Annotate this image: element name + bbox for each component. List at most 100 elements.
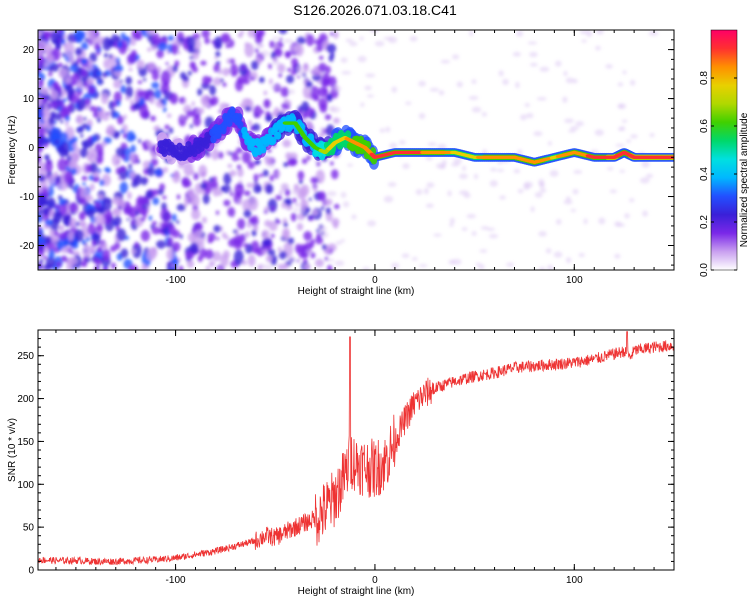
spectrogram-noise-blob <box>89 59 93 65</box>
spectrogram-faint-blob <box>449 222 454 227</box>
spectrogram-noise-blob <box>262 169 269 177</box>
spectrogram-faint-blob <box>345 38 353 43</box>
spectrogram-faint-blob <box>255 43 265 49</box>
spectrogram-noise-blob <box>314 258 324 268</box>
spectrogram-noise-blob <box>263 90 268 96</box>
spectrogram-noise-blob <box>120 248 129 259</box>
spectrogram-noise-blob <box>229 58 235 65</box>
spectrogram-noise-blob <box>81 175 88 181</box>
spectrogram-noise-blob <box>111 262 116 270</box>
spectrogram-noise-blob <box>117 115 124 125</box>
spectrogram-noise-blob <box>39 34 46 42</box>
spectrogram-faint-blob <box>626 139 632 143</box>
spectrogram-faint-blob <box>272 36 280 40</box>
spectrogram-noise-blob <box>320 37 324 43</box>
spectrogram-noise-blob <box>39 111 44 116</box>
spectrogram-ytick-label: 20 <box>23 45 35 56</box>
spectrogram-noise-blob <box>217 191 223 196</box>
spectrogram-noise-blob <box>96 70 102 77</box>
spectrogram-noise-blob <box>222 82 227 87</box>
spectrogram-noise-blob <box>244 106 252 112</box>
spectrogram-noise-blob <box>142 78 147 82</box>
spectrogram-noise-blob <box>38 194 48 207</box>
spectrogram-noise-blob <box>145 190 154 199</box>
spectrogram-faint-blob <box>619 169 626 173</box>
spectrogram-noise-blob <box>142 144 149 151</box>
spectrogram-noise-blob <box>102 36 112 51</box>
spectrogram-faint-blob <box>516 30 524 37</box>
spectrogram-faint-blob <box>563 199 573 205</box>
spectrogram-noise-blob <box>221 232 227 239</box>
spectrogram-noise-blob <box>107 198 113 203</box>
spectrogram-faint-blob <box>357 55 367 63</box>
spectrogram-noise-blob <box>63 170 74 185</box>
spectrogram-noise-blob <box>80 68 88 77</box>
spectrogram-noise-blob <box>234 182 245 197</box>
spectrogram-noise-blob <box>275 194 283 201</box>
spectrogram-noise-blob <box>296 75 301 79</box>
spectrogram-faint-blob <box>506 262 515 267</box>
spectrogram-noise-blob <box>186 36 196 49</box>
spectrogram-noise-blob <box>145 30 156 35</box>
spectrogram-faint-blob <box>288 89 295 95</box>
spectrogram-noise-blob <box>113 215 122 226</box>
spectrogram-noise-blob <box>213 224 221 233</box>
spectrogram-noise-blob <box>296 36 306 45</box>
spectrogram-noise-blob <box>114 71 122 77</box>
spectrogram-noise-blob <box>103 58 111 69</box>
spectrogram-noise-blob <box>269 40 275 49</box>
spectrogram-noise-blob <box>136 90 145 98</box>
spectrogram-noise-blob <box>113 91 122 104</box>
snr-ytick-label: 200 <box>17 394 34 405</box>
spectrogram-noise-blob <box>176 194 181 200</box>
spectrogram-noise-blob <box>120 84 126 94</box>
spectrogram-ytick-label: 0 <box>28 143 34 154</box>
spectrogram-noise-blob <box>38 262 41 270</box>
spectrogram-noise-blob <box>60 38 66 45</box>
spectrogram-noise-blob <box>111 153 121 167</box>
spectrogram-noise-blob <box>217 151 224 159</box>
spectrogram-noise-blob <box>115 147 126 158</box>
spectrogram-faint-blob <box>598 217 606 225</box>
spectrogram-faint-blob <box>425 156 433 161</box>
spectrogram-noise-blob <box>220 78 224 83</box>
spectrogram-noise-blob <box>198 164 208 178</box>
spectrogram-faint-blob <box>429 87 440 92</box>
spectrogram-noise-blob <box>65 166 71 172</box>
spectrogram-noise-blob <box>316 43 324 52</box>
spectrogram-noise-blob <box>134 241 139 248</box>
spectrogram-noise-blob <box>89 183 95 191</box>
spectrogram-noise-blob <box>129 153 135 162</box>
spectrogram-noise-blob <box>270 233 275 239</box>
spectrogram-noise-blob <box>38 78 44 88</box>
spectrogram-noise-blob <box>183 115 189 120</box>
spectrogram-noise-blob <box>322 243 327 251</box>
spectrogram-noise-blob <box>111 67 115 73</box>
spectrogram-noise-blob <box>328 76 337 88</box>
spectrogram-noise-blob <box>151 226 161 235</box>
spectrogram-noise-blob <box>141 264 147 270</box>
spectrogram-faint-blob <box>630 134 638 139</box>
ridge-mid <box>344 130 352 139</box>
spectrogram-noise-blob <box>177 51 181 55</box>
spectrogram-noise-blob <box>247 254 256 267</box>
spectrogram-faint-blob <box>486 227 496 232</box>
spectrogram-noise-blob <box>205 265 210 270</box>
spectrogram-noise-blob <box>125 86 134 99</box>
spectrogram-noise-blob <box>276 171 281 177</box>
spectrogram-noise-blob <box>88 174 95 181</box>
spectrogram-noise-blob <box>218 69 223 75</box>
spectrogram-noise-blob <box>220 254 229 267</box>
spectrogram-noise-blob <box>287 67 292 72</box>
spectrogram-faint-blob <box>512 51 522 57</box>
spectrogram-faint-blob <box>462 165 467 172</box>
spectrogram-noise-blob <box>178 265 184 270</box>
spectrogram-noise-blob <box>196 114 200 118</box>
spectrogram-noise-blob <box>138 66 147 77</box>
spectrogram-noise-blob <box>114 241 121 250</box>
spectrogram-faint-blob <box>409 35 418 42</box>
spectrogram-noise-blob <box>47 175 56 185</box>
spectrogram-noise-blob <box>248 217 256 224</box>
spectrogram-faint-blob <box>564 118 574 124</box>
spectrogram-noise-blob <box>43 108 50 117</box>
